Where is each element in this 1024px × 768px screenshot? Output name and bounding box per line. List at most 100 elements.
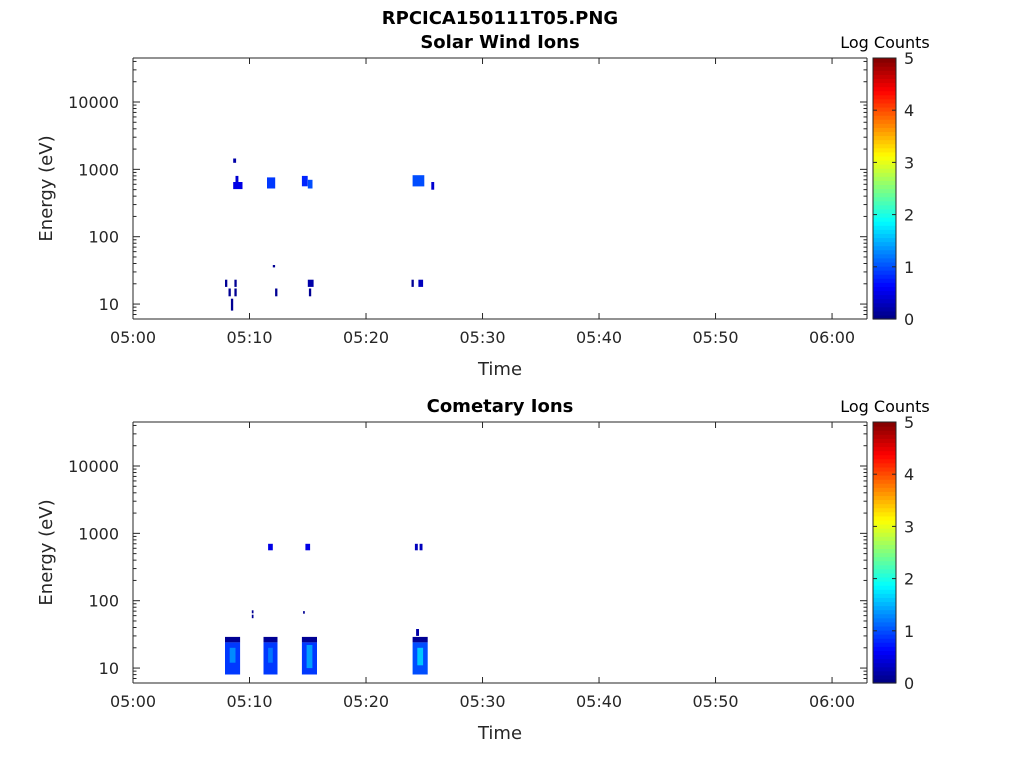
data-cell bbox=[301, 636, 317, 643]
colorbar-segment bbox=[873, 310, 896, 316]
colorbar-segment bbox=[873, 479, 896, 484]
colorbar-segment bbox=[873, 462, 896, 468]
y-tick-label: 10000 bbox=[68, 93, 119, 112]
x-axis-label: Time bbox=[477, 359, 522, 380]
colorbar-segment bbox=[873, 172, 896, 177]
y-tick-label: 1000 bbox=[78, 160, 119, 179]
data-cell bbox=[305, 543, 311, 551]
data-cell bbox=[419, 543, 423, 551]
colorbar-segment bbox=[873, 540, 896, 545]
y-axis-label: Energy (eV) bbox=[36, 135, 57, 241]
colorbar-segment bbox=[873, 164, 896, 169]
colorbar-segment bbox=[873, 613, 896, 619]
colorbar-tick-label: 4 bbox=[904, 465, 914, 484]
colorbar-segment bbox=[873, 217, 896, 222]
colorbar-segment bbox=[873, 528, 896, 533]
colorbar-segment bbox=[873, 666, 896, 672]
colorbar-segment bbox=[873, 560, 896, 566]
colorbar-segment bbox=[873, 650, 896, 656]
colorbar-segment bbox=[873, 581, 896, 586]
colorbar-segment bbox=[873, 495, 896, 501]
data-cell bbox=[412, 636, 428, 643]
data-cell bbox=[308, 288, 312, 297]
panel-title: Solar Wind Ions bbox=[420, 32, 579, 53]
data-cell bbox=[417, 647, 424, 666]
colorbar-segment bbox=[873, 609, 896, 615]
colorbar-segment bbox=[873, 434, 896, 439]
colorbar-segment bbox=[873, 221, 896, 226]
colorbar-segment bbox=[873, 143, 896, 149]
colorbar-segment bbox=[873, 176, 896, 181]
x-tick-label: 05:30 bbox=[459, 328, 505, 347]
data-cell bbox=[268, 543, 273, 551]
colorbar-segment bbox=[873, 470, 896, 476]
colorbar-segment bbox=[873, 466, 896, 472]
data-cell bbox=[275, 288, 278, 297]
colorbar-segment bbox=[873, 229, 896, 234]
colorbar-segment bbox=[873, 552, 896, 558]
y-tick-label: 100 bbox=[88, 592, 119, 611]
colorbar-segment bbox=[873, 233, 896, 239]
colorbar-segment bbox=[873, 298, 896, 304]
colorbar-segment bbox=[873, 625, 896, 631]
colorbar-segment bbox=[873, 487, 896, 492]
colorbar-tick-label: 2 bbox=[904, 570, 914, 589]
colorbar-segment bbox=[873, 151, 896, 157]
colorbar-segment bbox=[873, 532, 896, 537]
data-cell bbox=[234, 288, 237, 297]
x-tick-label: 05:10 bbox=[226, 328, 272, 347]
colorbar-tick-label: 0 bbox=[904, 310, 914, 329]
x-tick-label: 05:00 bbox=[110, 692, 156, 711]
colorbar-segment bbox=[873, 662, 896, 668]
colorbar-tick-label: 0 bbox=[904, 674, 914, 693]
colorbar-segment bbox=[873, 159, 896, 165]
data-cell bbox=[235, 175, 239, 182]
colorbar-segment bbox=[873, 589, 896, 594]
colorbar-segment bbox=[873, 106, 896, 112]
colorbar-segment bbox=[873, 654, 896, 660]
colorbar-tick-label: 1 bbox=[904, 258, 914, 277]
plot-area bbox=[133, 422, 867, 683]
colorbar-segment bbox=[873, 119, 896, 124]
spectrogram-panel: 05:00 05:10 05:20 05:30 05:40 05:50 06:0010100… bbox=[36, 396, 930, 744]
colorbar-segment bbox=[873, 115, 896, 120]
y-tick-label: 10 bbox=[99, 295, 119, 314]
colorbar-segment bbox=[873, 306, 896, 312]
colorbar-segment bbox=[873, 98, 896, 104]
colorbar-segment bbox=[873, 123, 896, 128]
colorbar-segment bbox=[873, 62, 896, 67]
colorbar-segment bbox=[873, 90, 896, 96]
plot-area bbox=[133, 58, 867, 319]
colorbar-segment bbox=[873, 426, 896, 431]
data-cell bbox=[416, 629, 419, 636]
colorbar-segment bbox=[873, 66, 896, 71]
colorbar-segment bbox=[873, 605, 896, 611]
colorbar-segment bbox=[873, 458, 896, 464]
colorbar-frame bbox=[872, 57, 897, 320]
colorbar-segment bbox=[873, 302, 896, 308]
colorbar-segment bbox=[873, 286, 896, 292]
colorbar-segment bbox=[873, 572, 896, 578]
colorbar-segment bbox=[873, 646, 896, 651]
colorbar-tick-label: 1 bbox=[904, 622, 914, 641]
colorbar-segment bbox=[873, 576, 896, 582]
colorbar-segment bbox=[873, 634, 896, 639]
colorbar-segment bbox=[873, 180, 896, 186]
colorbar-segment bbox=[873, 511, 896, 517]
colorbar-segment bbox=[873, 556, 896, 562]
data-cell bbox=[225, 636, 241, 643]
colorbar-tick-label: 5 bbox=[904, 49, 914, 68]
colorbar-segment bbox=[873, 241, 896, 247]
colorbar-segment bbox=[873, 548, 896, 554]
colorbar-segment bbox=[873, 568, 896, 574]
data-cell bbox=[263, 636, 278, 643]
colorbar-segment bbox=[873, 450, 896, 456]
data-cell bbox=[307, 279, 314, 287]
colorbar-segment bbox=[873, 564, 896, 570]
colorbar-segment bbox=[873, 314, 896, 320]
x-tick-label: 05:20 bbox=[343, 328, 389, 347]
colorbar-segment bbox=[873, 519, 896, 525]
